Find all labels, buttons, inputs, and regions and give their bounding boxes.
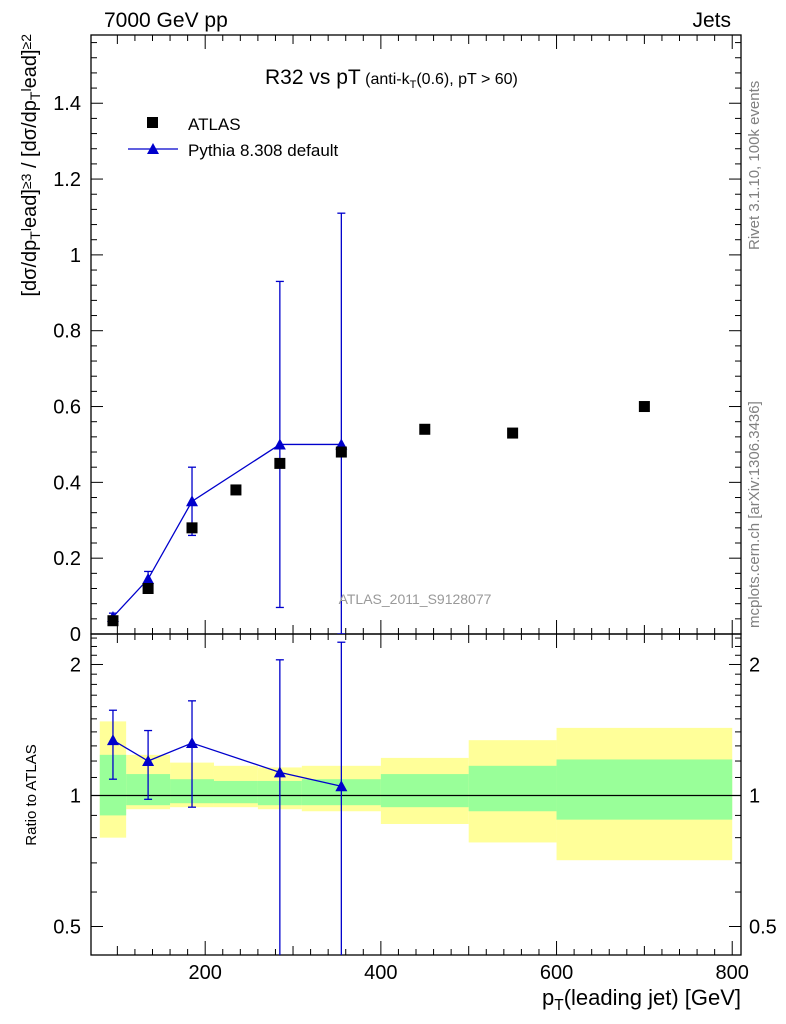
atlas-data-point: [274, 457, 286, 469]
header-left: 7000 GeV pp: [104, 9, 228, 32]
atlas-data-point: [638, 401, 650, 413]
x-tick-label: 600: [540, 962, 573, 984]
analysis-watermark: ATLAS_2011_S9128077: [339, 591, 492, 607]
ratio-y-tick-label-right: 2: [749, 654, 760, 676]
atlas-data-point: [142, 583, 154, 595]
header-right: Jets: [692, 9, 731, 32]
mc-point: [142, 573, 155, 585]
atlas-data-point: [507, 427, 519, 439]
x-tick-label: 200: [189, 962, 222, 984]
ratio-y-tick-label-right: 1: [749, 785, 760, 807]
main-y-tick-label: 0.6: [53, 397, 81, 419]
mc-point: [273, 438, 286, 450]
inner-uncertainty-band: [213, 780, 258, 804]
ratio-mc-point: [335, 780, 348, 792]
atlas-data-point: [186, 522, 198, 534]
main-y-tick-label: 0.4: [53, 472, 81, 494]
ratio-mc-point: [106, 734, 119, 746]
atlas-data-point: [419, 423, 431, 435]
ratio-y-tick-label: 1: [70, 785, 81, 807]
chart-title: R32 vs pT (anti-kT(0.6), pT > 60): [265, 66, 518, 91]
main-y-tick-label: 0.2: [53, 548, 81, 570]
atlas-data-point: [335, 446, 347, 458]
ratio-y-axis-label: Ratio to ATLAS: [23, 744, 40, 845]
mc-series-ratio: [106, 641, 348, 955]
legend-atlas-marker: [147, 117, 158, 128]
main-y-tick-label: 0.8: [53, 321, 81, 343]
inner-uncertainty-band: [380, 774, 469, 808]
legend-mc-label: Pythia 8.308 default: [188, 141, 339, 160]
inner-uncertainty-band: [556, 759, 733, 820]
ratio-mc-point: [142, 755, 155, 767]
atlas-data-point: [230, 484, 242, 496]
ratio-y-tick-label-right: 0.5: [749, 916, 777, 938]
main-y-axis-label: [dσ/dpTlead]≥3 / [dσ/dpTlead]≥2: [18, 34, 43, 297]
main-y-tick-label: 1.2: [53, 169, 81, 191]
x-axis-label: pT(leading jet) [GeV]: [542, 985, 741, 1014]
mc-point: [186, 495, 199, 507]
main-y-tick-label: 0: [70, 624, 81, 646]
inner-uncertainty-band: [468, 765, 557, 812]
x-tick-label: 400: [364, 962, 397, 984]
legend-atlas-label: ATLAS: [188, 115, 241, 134]
mc-series-main: [106, 212, 348, 634]
ratio-mc-point: [186, 737, 199, 749]
legend-mc-marker: [147, 143, 159, 154]
main-y-tick-label: 1: [70, 245, 81, 267]
ratio-y-tick-label: 0.5: [53, 916, 81, 938]
atlas-data-point: [107, 615, 119, 627]
ratio-y-tick-label: 2: [70, 654, 81, 676]
ratio-mc-point: [273, 766, 286, 778]
main-y-tick-label: 1.4: [53, 93, 81, 115]
x-tick-label: 800: [716, 962, 749, 984]
